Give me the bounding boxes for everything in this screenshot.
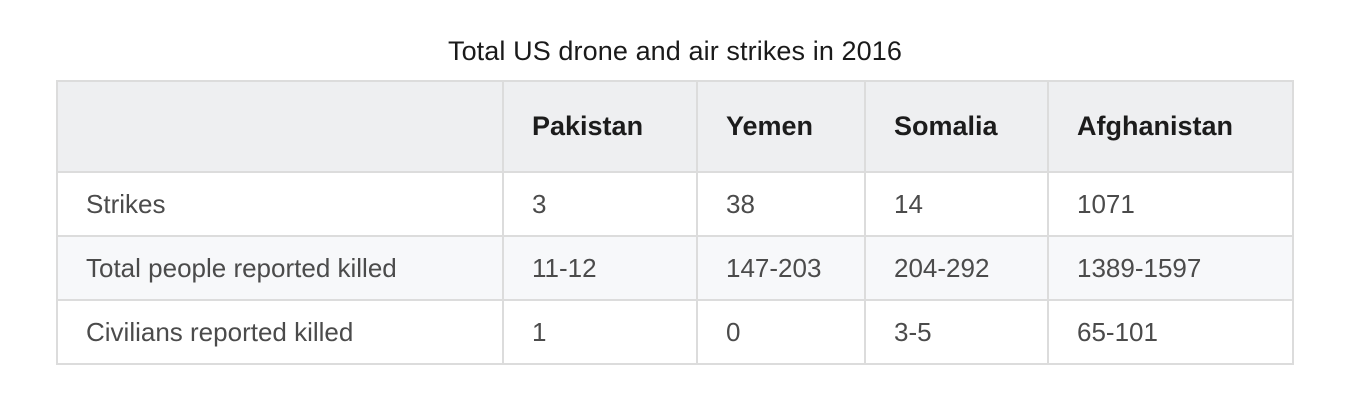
- table-cell: 147-203: [696, 235, 866, 301]
- row-label: Civilians reported killed: [56, 299, 504, 365]
- table-cell: 65-101: [1047, 299, 1294, 365]
- table-cell: 38: [696, 171, 866, 237]
- header-cell-afghanistan: Afghanistan: [1047, 80, 1294, 173]
- table-cell: 14: [864, 171, 1049, 237]
- header-row: Pakistan Yemen Somalia Afghanistan: [56, 80, 1294, 173]
- table-row-strikes: Strikes 3 38 14 1071: [56, 171, 1294, 237]
- table-row-civilians-killed: Civilians reported killed 1 0 3-5 65-101: [56, 299, 1294, 365]
- table-cell: 3: [502, 171, 698, 237]
- row-label: Strikes: [56, 171, 504, 237]
- table-cell: 3-5: [864, 299, 1049, 365]
- strikes-table: Pakistan Yemen Somalia Afghanistan Strik…: [56, 80, 1294, 365]
- header-cell-empty: [56, 80, 504, 173]
- table-cell: 11-12: [502, 235, 698, 301]
- header-cell-yemen: Yemen: [696, 80, 866, 173]
- table-cell: 1: [502, 299, 698, 365]
- table-title: Total US drone and air strikes in 2016: [447, 36, 903, 66]
- table-cell: 204-292: [864, 235, 1049, 301]
- header-cell-somalia: Somalia: [864, 80, 1049, 173]
- table-cell: 1071: [1047, 171, 1294, 237]
- row-label: Total people reported killed: [56, 235, 504, 301]
- header-cell-pakistan: Pakistan: [502, 80, 698, 173]
- table-cell: 0: [696, 299, 866, 365]
- table-row-total-killed: Total people reported killed 11-12 147-2…: [56, 235, 1294, 301]
- table-cell: 1389-1597: [1047, 235, 1294, 301]
